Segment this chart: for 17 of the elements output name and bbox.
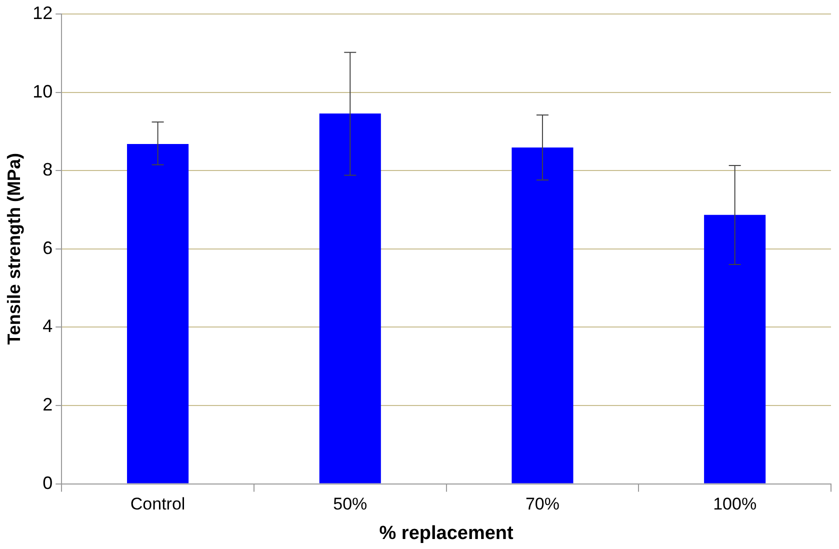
- x-tick-label: 50%: [333, 494, 368, 514]
- y-axis-title: Tensile strength (MPa): [4, 153, 24, 345]
- bar: [319, 113, 381, 484]
- y-tick-label: 10: [32, 81, 53, 102]
- y-tick-label: 2: [42, 394, 53, 414]
- x-axis-title: % replacement: [379, 522, 514, 544]
- bar: [127, 144, 189, 484]
- bar: [512, 148, 574, 484]
- y-tick-label: 6: [42, 238, 53, 258]
- y-tick-label: 12: [32, 2, 53, 23]
- bar: [704, 214, 766, 484]
- y-tick-label: 4: [42, 316, 53, 336]
- x-tick-label: 70%: [525, 494, 560, 514]
- x-tick-label: 100%: [713, 494, 757, 514]
- y-tick-label: 8: [42, 160, 53, 180]
- y-tick-label: 0: [42, 472, 53, 493]
- x-tick-label: Control: [130, 494, 186, 514]
